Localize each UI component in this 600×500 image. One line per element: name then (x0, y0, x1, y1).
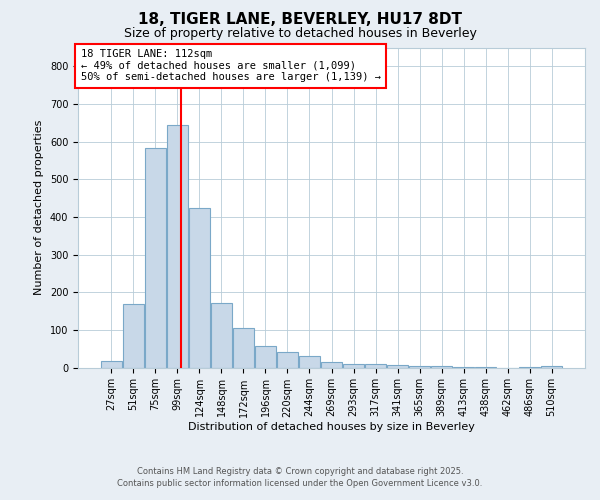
Bar (145, 148, 166, 368)
Bar (123, 304, 144, 368)
Bar (541, 366, 562, 368)
Text: Contains public sector information licensed under the Open Government Licence v3: Contains public sector information licen… (118, 478, 482, 488)
Bar (409, 366, 430, 368)
Text: Size of property relative to detached houses in Beverley: Size of property relative to detached ho… (124, 28, 476, 40)
Bar (321, 362, 342, 368)
Bar (277, 352, 298, 368)
Y-axis label: Number of detached properties: Number of detached properties (34, 120, 44, 295)
Bar (233, 328, 254, 368)
Text: 18, TIGER LANE, BEVERLEY, HU17 8DT: 18, TIGER LANE, BEVERLEY, HU17 8DT (138, 12, 462, 28)
Bar (365, 364, 386, 368)
Bar (453, 366, 474, 368)
Bar (167, 124, 188, 368)
Bar (299, 356, 320, 368)
Text: 18 TIGER LANE: 112sqm
← 49% of detached houses are smaller (1,099)
50% of semi-d: 18 TIGER LANE: 112sqm ← 49% of detached … (80, 49, 380, 82)
Bar (431, 366, 452, 368)
Bar (343, 364, 364, 368)
Bar (211, 302, 232, 368)
Bar (101, 360, 122, 368)
Bar (387, 365, 408, 368)
Bar (255, 346, 276, 368)
Text: Contains HM Land Registry data © Crown copyright and database right 2025.: Contains HM Land Registry data © Crown c… (137, 467, 463, 476)
Bar (189, 208, 210, 368)
X-axis label: Distribution of detached houses by size in Beverley: Distribution of detached houses by size … (188, 422, 475, 432)
